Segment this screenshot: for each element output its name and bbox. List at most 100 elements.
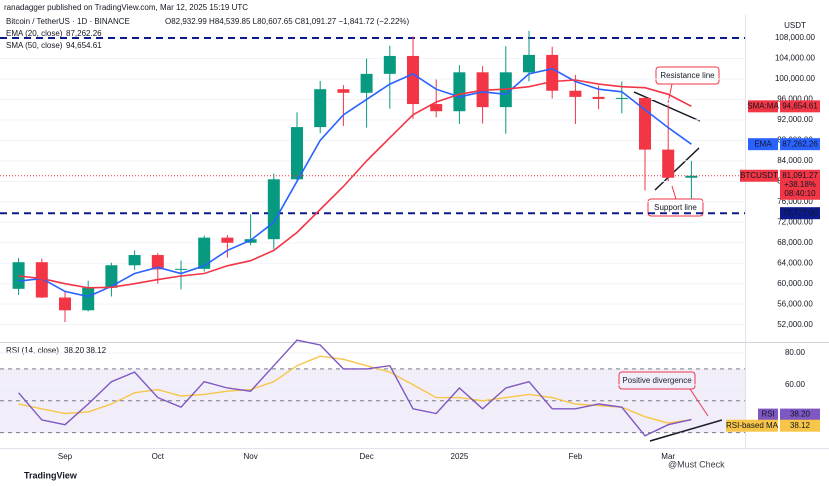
rsi-line [18,339,692,437]
x-tick-label: Mar [661,452,675,461]
candle-body [639,97,651,150]
y-tick-label: 60.00 [785,380,806,389]
y-tick-label: 96,000.00 [777,95,813,104]
candle-body [407,55,419,105]
divergence-trendline [649,419,723,442]
candle-body [105,265,118,288]
x-tick-label: Oct [152,452,165,461]
candle-body [35,262,48,298]
x-tick-label: Feb [569,452,583,461]
series-tag-value-text: 94,654.61 [782,101,818,110]
legend-name: SMA (50, close) [6,41,63,50]
y-tick-label: 108,000.00 [775,33,816,42]
candle-body [337,89,350,93]
symbol: Bitcoin / TetherUS · 1D · BINANCE [6,17,130,26]
legend-value: 38.20 [64,346,85,355]
level-tag-text: 73,777.00 [782,208,818,217]
candle-body [82,287,95,311]
legend-value: 38.12 [86,346,107,355]
y-tick-label: 68,000.00 [777,238,813,247]
price-tag-name-text: BTCUSDT [740,171,778,180]
series-tag-value [780,138,820,151]
candle-body [221,237,234,243]
candle-body [662,149,675,178]
annotation-pointer [689,388,709,417]
series-tag-name-text: SMA:MA [747,101,779,110]
series-tag-value [780,100,820,113]
y-tick-label: 80.00 [785,348,806,357]
series-tag-name-text: RSI [761,410,774,419]
candle-body [569,90,582,97]
x-tick-label: 2025 [451,452,469,461]
countdown: 08:40:10 [784,189,816,198]
ma-line [18,67,692,298]
candle-body [615,97,628,99]
series-tag-name-text: RSI-based MA [726,421,779,430]
y-tick-label: 60,000.00 [777,279,813,288]
y-tick-label: 52,000.00 [777,320,813,329]
x-tick-label: Sep [58,452,73,461]
annotation: Resistance line [660,71,715,80]
price-tag-name [740,169,778,182]
y-tick-label: 104,000.00 [775,54,816,63]
candle-body [523,54,535,73]
series-tag-name [748,100,778,113]
candle-body [267,179,280,240]
candle-body [198,237,211,269]
x-tick-label: Nov [243,452,257,461]
ma-line [18,79,692,289]
rsi-title: RSI (14, close) [6,346,59,355]
candle-body [175,268,187,270]
y-tick-label: 76,000.00 [777,197,813,206]
watermark: @Must Check [668,459,725,469]
series-tag-name-text: EMA [754,139,772,148]
legend-value: 87,262.26 [66,29,102,38]
candle-body [453,72,466,112]
annotation-pointer [671,185,677,200]
series-tag-value [780,408,820,421]
candle-body [546,54,559,91]
series-tag-name [726,419,778,432]
price-tag [780,169,820,200]
candle-body [314,89,327,128]
y-tick-label: 72,000.00 [777,217,813,226]
annotation-box [655,66,720,85]
series-tag-value [780,419,820,432]
y-tick-label: 100,000.00 [775,74,816,83]
candle-body [291,127,303,180]
plot-layer: 52,000.00 56,000.00 60,000.00 64,000.00 68,0… [0,29,820,461]
level-tag [780,207,820,220]
candle-body [360,73,373,93]
series-tag-name [758,408,778,421]
candle-body [430,104,443,112]
candle-body [128,255,141,266]
brand: TradingView [24,470,78,480]
y-tick-label: 56,000.00 [777,299,813,308]
series-tag-name [748,138,778,151]
candle-body [12,262,25,289]
y-tick-label: 84,000.00 [777,156,813,165]
candle-body [383,55,396,74]
legend-value: 94,654.61 [66,41,102,50]
publisher: ranadagger published on TradingView.com,… [4,3,248,12]
series-tag-value-text: 38.12 [790,421,811,430]
x-tick-label: Dec [359,452,373,461]
rsi-line [18,355,692,424]
resistance-trendline [633,91,701,122]
candle-body [685,175,698,178]
candle-body [151,255,164,270]
price-change: +38.18% [784,180,816,189]
annotation: Positive divergence [622,376,692,385]
candle-body [592,96,605,99]
price-tag-value: 81,091.27 [782,171,818,180]
support-trendline [654,147,700,191]
y-tick-label: 92,000.00 [777,115,813,124]
candle-body [59,297,71,311]
currency: USDT [784,21,806,30]
rsi-band [0,368,745,433]
series-tag-value-text: 38.20 [790,410,811,419]
series-tag-value-text: 87,262.26 [782,139,818,148]
legend-name: EMA (20, close) [6,29,63,38]
y-tick-label: 64,000.00 [777,258,813,267]
